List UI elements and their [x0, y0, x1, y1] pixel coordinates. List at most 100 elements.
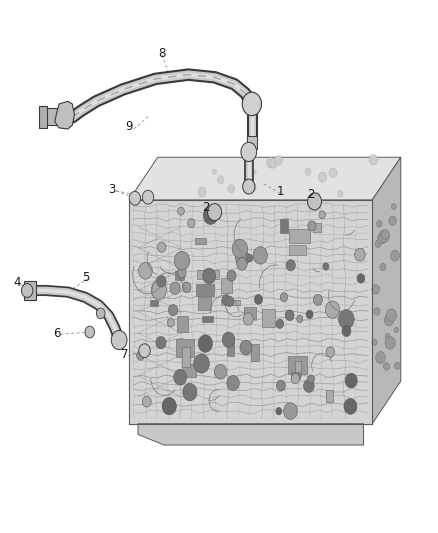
- Circle shape: [142, 190, 154, 204]
- Circle shape: [215, 364, 226, 379]
- Circle shape: [386, 309, 396, 321]
- Bar: [310, 196, 319, 207]
- Circle shape: [375, 240, 381, 247]
- Circle shape: [222, 332, 235, 348]
- Circle shape: [169, 304, 177, 316]
- Bar: [221, 300, 240, 305]
- Circle shape: [297, 315, 303, 322]
- Bar: [197, 270, 219, 279]
- Circle shape: [139, 344, 150, 358]
- Circle shape: [222, 295, 230, 305]
- Circle shape: [378, 233, 386, 244]
- Circle shape: [319, 211, 325, 219]
- Text: 5: 5: [82, 271, 89, 284]
- Circle shape: [357, 274, 365, 283]
- Circle shape: [21, 284, 33, 297]
- Circle shape: [111, 330, 127, 350]
- Bar: [291, 373, 300, 379]
- Circle shape: [182, 282, 191, 293]
- Circle shape: [314, 192, 320, 198]
- Circle shape: [308, 221, 316, 231]
- Circle shape: [318, 172, 327, 182]
- Circle shape: [247, 254, 253, 262]
- Circle shape: [306, 310, 313, 319]
- Circle shape: [380, 263, 386, 271]
- Circle shape: [342, 326, 351, 336]
- Circle shape: [129, 191, 141, 205]
- Bar: [177, 340, 194, 357]
- Circle shape: [183, 383, 197, 401]
- Circle shape: [369, 155, 378, 165]
- Circle shape: [276, 408, 282, 415]
- Circle shape: [96, 308, 105, 319]
- Circle shape: [372, 339, 377, 345]
- Circle shape: [385, 337, 396, 349]
- Circle shape: [198, 187, 206, 197]
- Bar: [196, 284, 214, 296]
- Circle shape: [194, 354, 209, 373]
- Circle shape: [167, 318, 174, 327]
- Circle shape: [158, 242, 166, 252]
- Circle shape: [137, 351, 145, 360]
- Circle shape: [284, 403, 297, 419]
- Circle shape: [266, 157, 275, 168]
- Circle shape: [291, 374, 300, 384]
- Circle shape: [162, 398, 177, 415]
- Circle shape: [156, 336, 166, 349]
- Circle shape: [203, 268, 215, 284]
- Circle shape: [85, 326, 95, 338]
- Circle shape: [226, 296, 234, 306]
- Circle shape: [253, 169, 256, 174]
- Circle shape: [208, 204, 222, 221]
- Circle shape: [198, 335, 212, 352]
- Circle shape: [307, 193, 321, 210]
- Circle shape: [228, 184, 235, 193]
- Circle shape: [188, 219, 195, 228]
- Circle shape: [355, 248, 365, 261]
- Text: 8: 8: [159, 47, 166, 60]
- Circle shape: [381, 230, 389, 239]
- Bar: [289, 245, 306, 255]
- Circle shape: [391, 204, 396, 209]
- Circle shape: [280, 293, 288, 302]
- Bar: [175, 271, 184, 280]
- Circle shape: [217, 176, 224, 184]
- Text: 9: 9: [125, 120, 133, 133]
- Bar: [198, 297, 211, 310]
- Circle shape: [325, 301, 339, 318]
- Circle shape: [254, 295, 262, 304]
- Bar: [202, 316, 213, 322]
- Circle shape: [338, 190, 343, 197]
- Bar: [182, 347, 190, 367]
- Circle shape: [236, 250, 249, 266]
- Text: 2: 2: [307, 188, 315, 201]
- Circle shape: [384, 314, 394, 326]
- Circle shape: [314, 294, 322, 305]
- Bar: [280, 219, 288, 233]
- Circle shape: [174, 252, 190, 270]
- Circle shape: [305, 168, 311, 175]
- Circle shape: [276, 319, 284, 328]
- Bar: [288, 356, 307, 375]
- Circle shape: [385, 334, 390, 340]
- Bar: [183, 364, 196, 377]
- Text: 2: 2: [202, 201, 210, 214]
- Circle shape: [232, 239, 247, 258]
- Bar: [326, 390, 333, 402]
- Circle shape: [248, 182, 256, 192]
- Circle shape: [227, 270, 236, 281]
- Circle shape: [394, 327, 399, 333]
- Polygon shape: [138, 424, 364, 445]
- Circle shape: [345, 373, 357, 388]
- Circle shape: [170, 282, 180, 294]
- Bar: [210, 206, 219, 218]
- Circle shape: [157, 276, 166, 287]
- Circle shape: [374, 308, 380, 316]
- Circle shape: [304, 379, 314, 392]
- Polygon shape: [129, 200, 372, 424]
- Circle shape: [286, 260, 295, 271]
- Circle shape: [227, 375, 239, 391]
- Circle shape: [237, 257, 247, 270]
- Bar: [177, 317, 188, 332]
- Circle shape: [395, 362, 400, 369]
